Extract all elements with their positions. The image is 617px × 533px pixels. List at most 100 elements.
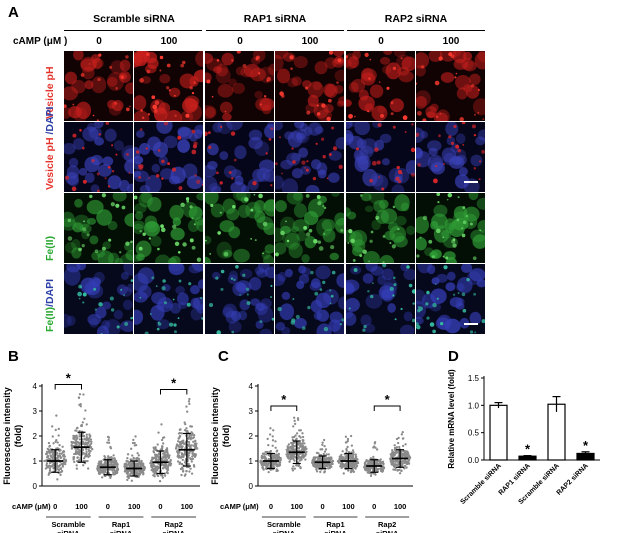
data-point [272,429,275,432]
data-point [277,458,280,461]
data-point [183,428,187,432]
micrograph-tile [346,264,415,334]
data-point [339,463,342,467]
data-point [267,453,271,457]
y-tick-label: 2 [249,432,254,441]
camp-label: cAMP (μM ) [13,36,68,47]
data-point [123,470,127,473]
data-point [275,453,278,456]
data-point [261,466,264,469]
data-point [49,471,52,474]
data-point [331,459,334,463]
data-point [271,444,274,447]
data-point [328,463,331,466]
data-point [190,460,193,463]
x-tick-label: 100 [75,502,88,511]
y-tick-label: 0 [33,482,38,491]
data-point [301,456,304,459]
data-point [344,456,348,459]
group-header-rap2-rule [347,30,485,31]
data-point [405,462,409,465]
data-point [87,437,90,441]
data-point [315,470,319,473]
data-point [104,474,107,478]
data-point [155,448,158,451]
data-point [162,455,165,458]
data-point [161,457,164,460]
dose-label: 100 [442,36,460,47]
data-point [101,463,104,466]
data-point [272,463,275,467]
data-point [285,448,288,451]
data-point [131,470,134,473]
data-point [169,458,172,462]
x-tick-label: 100 [181,502,194,511]
data-point [288,446,291,449]
y-tick-label: 1 [249,457,254,466]
data-point [182,455,185,458]
data-point [81,421,84,424]
group-label: Rap1 [326,520,344,529]
data-point [47,473,50,476]
data-point [318,462,321,466]
data-point [165,447,169,450]
data-point [112,468,116,471]
data-point [301,447,304,450]
data-point [298,429,301,432]
x-tick-label: 0 [372,502,376,511]
micrograph-tile [205,51,274,121]
data-point [382,466,386,470]
data-point [86,467,90,470]
data-point [71,445,74,449]
y-tick-label: 4 [249,382,254,391]
data-point [61,463,64,467]
data-point [379,458,382,461]
data-point [401,437,405,440]
data-point [58,444,61,447]
data-point [185,469,188,473]
data-point [104,468,108,471]
data-point [175,443,179,446]
data-point [178,443,182,446]
data-point [274,440,277,443]
data-point [73,460,76,464]
data-point [304,458,307,461]
data-point [192,440,195,443]
data-point [88,451,91,455]
data-point [126,474,130,477]
data-point [271,461,274,464]
data-point [51,450,54,453]
micrograph-tile [64,51,133,121]
micrograph-tile [346,51,415,121]
data-point [327,458,331,461]
data-point [56,441,59,444]
data-point [80,423,83,427]
data-point [75,434,78,437]
row-label-part: /DAPI [44,106,56,138]
data-point [89,438,93,441]
data-point [394,468,397,472]
data-point [266,465,269,469]
data-point [75,467,79,470]
data-point [52,454,55,457]
bar [489,404,508,461]
data-point [301,444,304,447]
data-point [313,456,316,460]
data-point [143,466,146,469]
panel-label-c: C [218,348,229,365]
data-point [271,439,275,442]
data-point [99,468,102,471]
group-header-rap2: RAP2 siRNA [384,13,448,25]
micrograph-tile [134,51,203,121]
data-point [180,473,183,477]
data-point [264,464,268,467]
data-point [188,402,191,406]
group-label: siRNA [273,529,296,533]
data-point [135,457,138,461]
data-point [85,423,88,426]
data-point [354,455,358,458]
data-point [291,469,295,472]
data-point [368,467,372,470]
data-point [391,451,394,455]
data-point [157,431,160,434]
